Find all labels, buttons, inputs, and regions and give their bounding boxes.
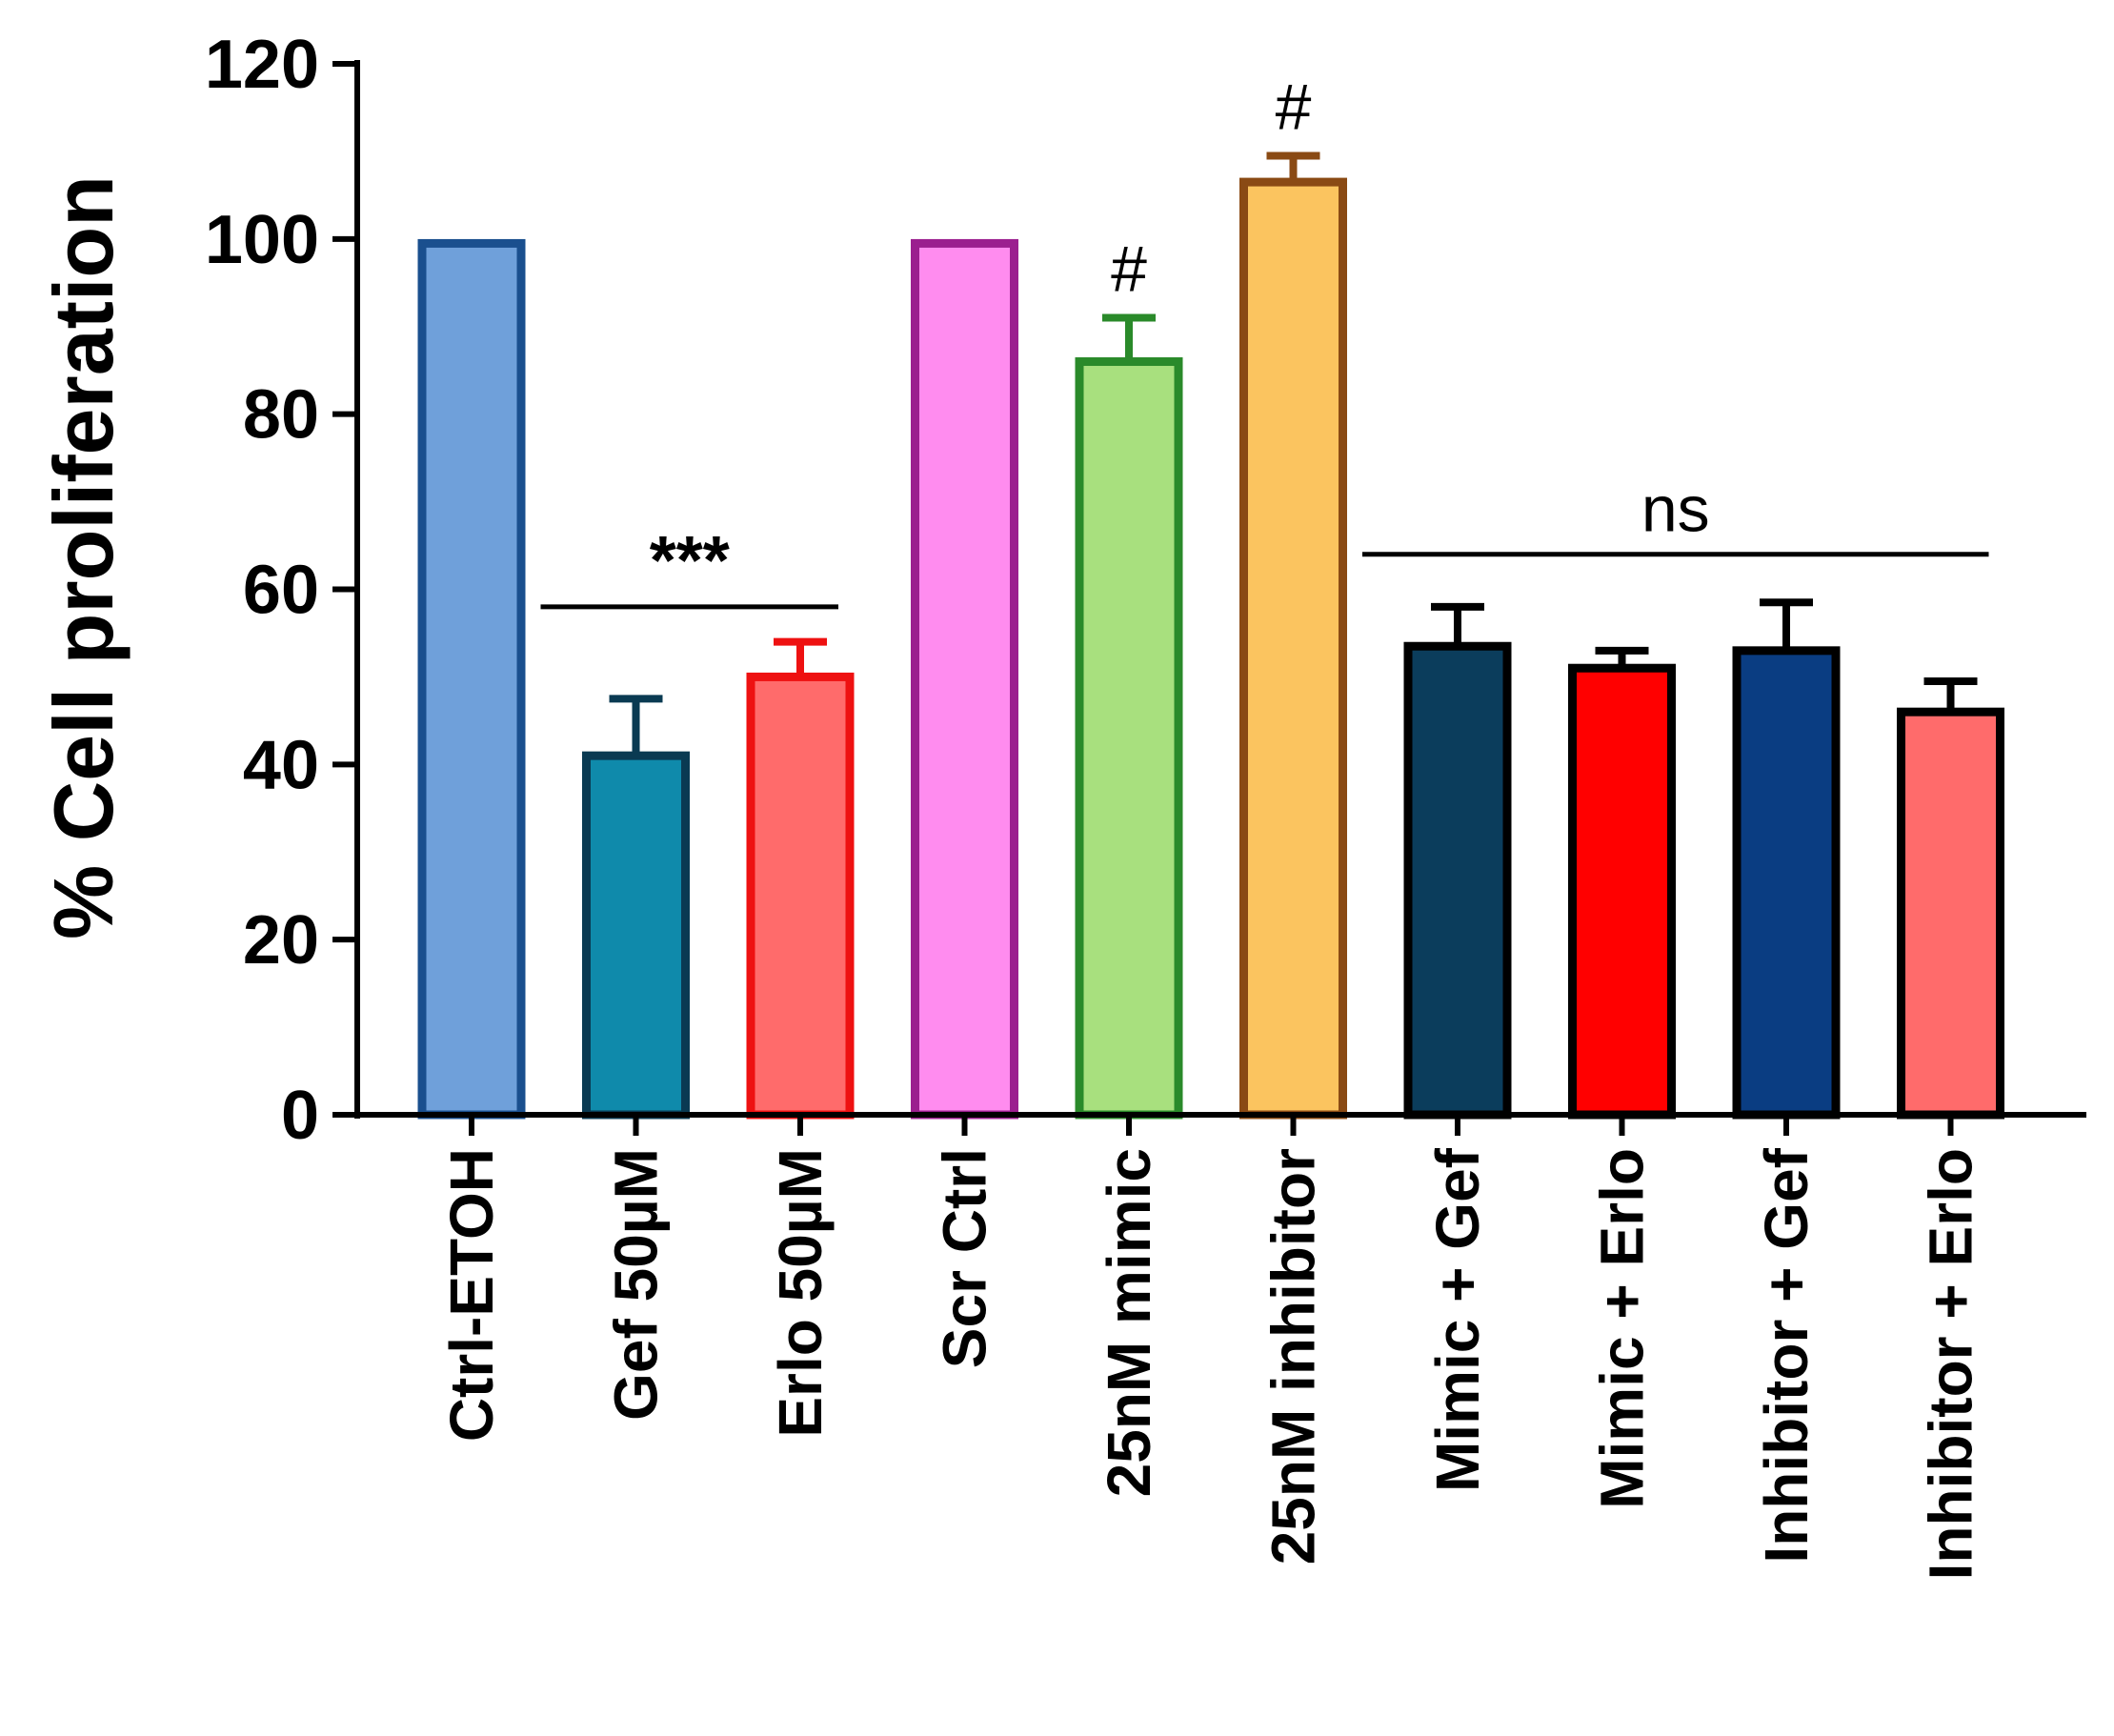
y-tick-label-1: 20 [243,902,319,979]
y-tick-label-5: 100 [205,202,319,278]
bar-8 [1732,646,1841,1120]
axes-layer: 0 20 40 60 80 100 120 Ctrl-ETOH Gef 50µM Erlo 50µ… [205,27,2086,1580]
significance-mark-1: # [1111,233,1147,306]
bar-9 [1897,707,2004,1120]
y-axis-label: % Cell proliferation [36,175,131,939]
category-label-6: Mimic + Gef [1423,1147,1492,1492]
category-label-0: Ctrl-ETOH [437,1148,506,1442]
bar-7 [1568,663,1676,1120]
y-tick-label-6: 120 [205,27,319,103]
category-label-7: Mimic + Erlo [1588,1148,1657,1509]
category-label-2: Erlo 50µM [766,1148,835,1438]
category-label-8: Inhibitor + Gef [1752,1147,1821,1563]
category-label-3: Scr Ctrl [931,1148,999,1368]
significance-mark-2: # [1276,71,1312,144]
annotations-layer: *** # # ns [540,71,1989,610]
y-tick-label-2: 40 [243,727,319,803]
error-bars-layer [609,151,1978,757]
category-label-1: Gef 50µM [602,1148,671,1421]
category-label-4: 25nM mimic [1095,1148,1163,1497]
bar-6 [1403,641,1512,1120]
bar-1 [582,751,690,1120]
significance-label-3: ns [1641,474,1710,546]
significance-label-0: *** [650,523,730,599]
bar-3 [911,238,1018,1120]
y-tick-label-3: 60 [243,553,319,629]
bars-layer [417,177,2004,1120]
bar-2 [746,672,855,1120]
bar-5 [1239,177,1347,1120]
y-tick-label-4: 80 [243,377,319,454]
y-tick-label-0: 0 [281,1078,319,1154]
category-label-5: 25nM inhibitor [1259,1148,1328,1564]
bar-4 [1075,357,1183,1120]
category-label-9: Inhibitor + Erlo [1917,1148,1985,1580]
bar-0 [417,238,526,1120]
